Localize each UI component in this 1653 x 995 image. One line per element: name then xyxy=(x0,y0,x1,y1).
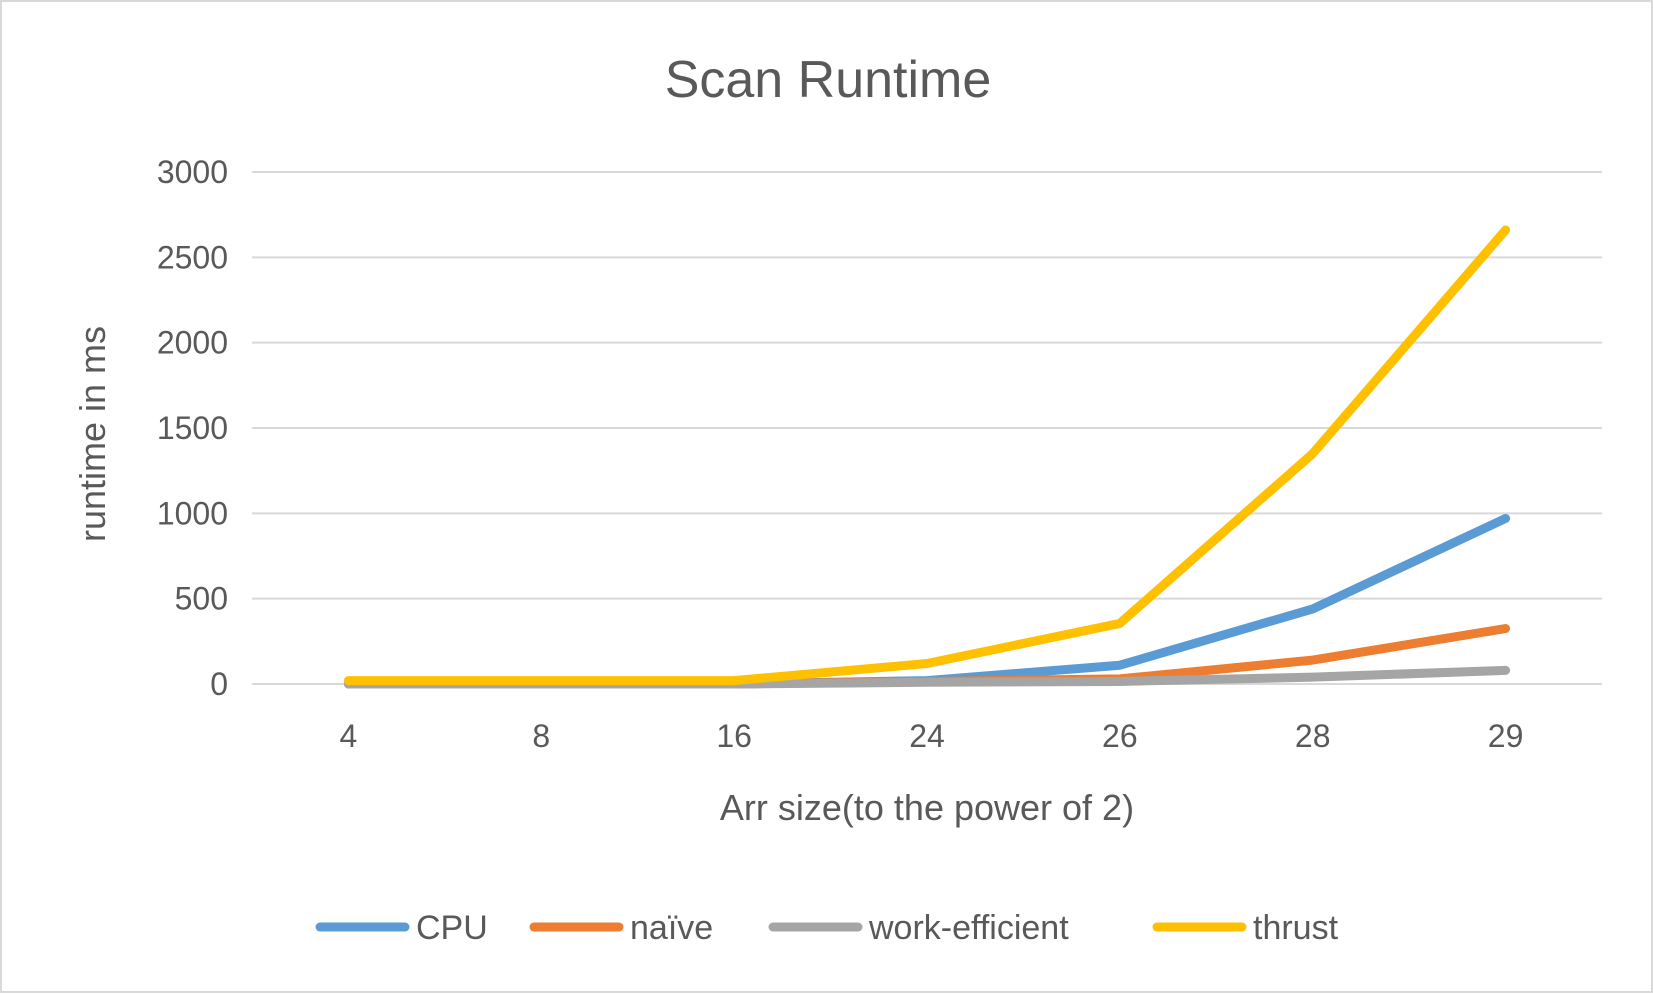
y-tick-label: 0 xyxy=(210,666,228,702)
x-axis-ticks: 4 8 16 24 26 28 29 xyxy=(340,718,1524,754)
gridlines xyxy=(252,171,1602,685)
x-tick-label: 26 xyxy=(1102,718,1138,754)
y-tick-label: 2000 xyxy=(157,325,228,361)
legend-label: thrust xyxy=(1253,909,1339,947)
legend: CPU naïve work-efficient thrust xyxy=(315,909,1339,947)
x-axis-label: Arr size(to the power of 2) xyxy=(720,787,1134,828)
series-lines xyxy=(343,225,1511,689)
x-tick-label: 4 xyxy=(340,718,358,754)
x-tick-label: 28 xyxy=(1295,718,1331,754)
y-tick-label: 500 xyxy=(175,581,228,617)
x-tick-label: 24 xyxy=(909,718,945,754)
y-tick-label: 1500 xyxy=(157,410,228,446)
y-tick-label: 2500 xyxy=(157,239,228,275)
chart-title: Scan Runtime xyxy=(665,51,992,109)
series-line-3 xyxy=(343,225,1511,686)
y-axis-ticks: 0 500 1000 1500 2000 2500 3000 xyxy=(157,154,228,702)
y-tick-label: 1000 xyxy=(157,495,228,531)
legend-label: work-efficient xyxy=(868,909,1069,947)
y-axis-label: runtime in ms xyxy=(72,326,113,542)
x-tick-label: 8 xyxy=(532,718,550,754)
x-tick-label: 16 xyxy=(716,718,752,754)
y-tick-label: 3000 xyxy=(157,154,228,190)
x-tick-label: 29 xyxy=(1488,718,1524,754)
legend-label: CPU xyxy=(416,909,488,947)
legend-label: naïve xyxy=(630,909,713,947)
